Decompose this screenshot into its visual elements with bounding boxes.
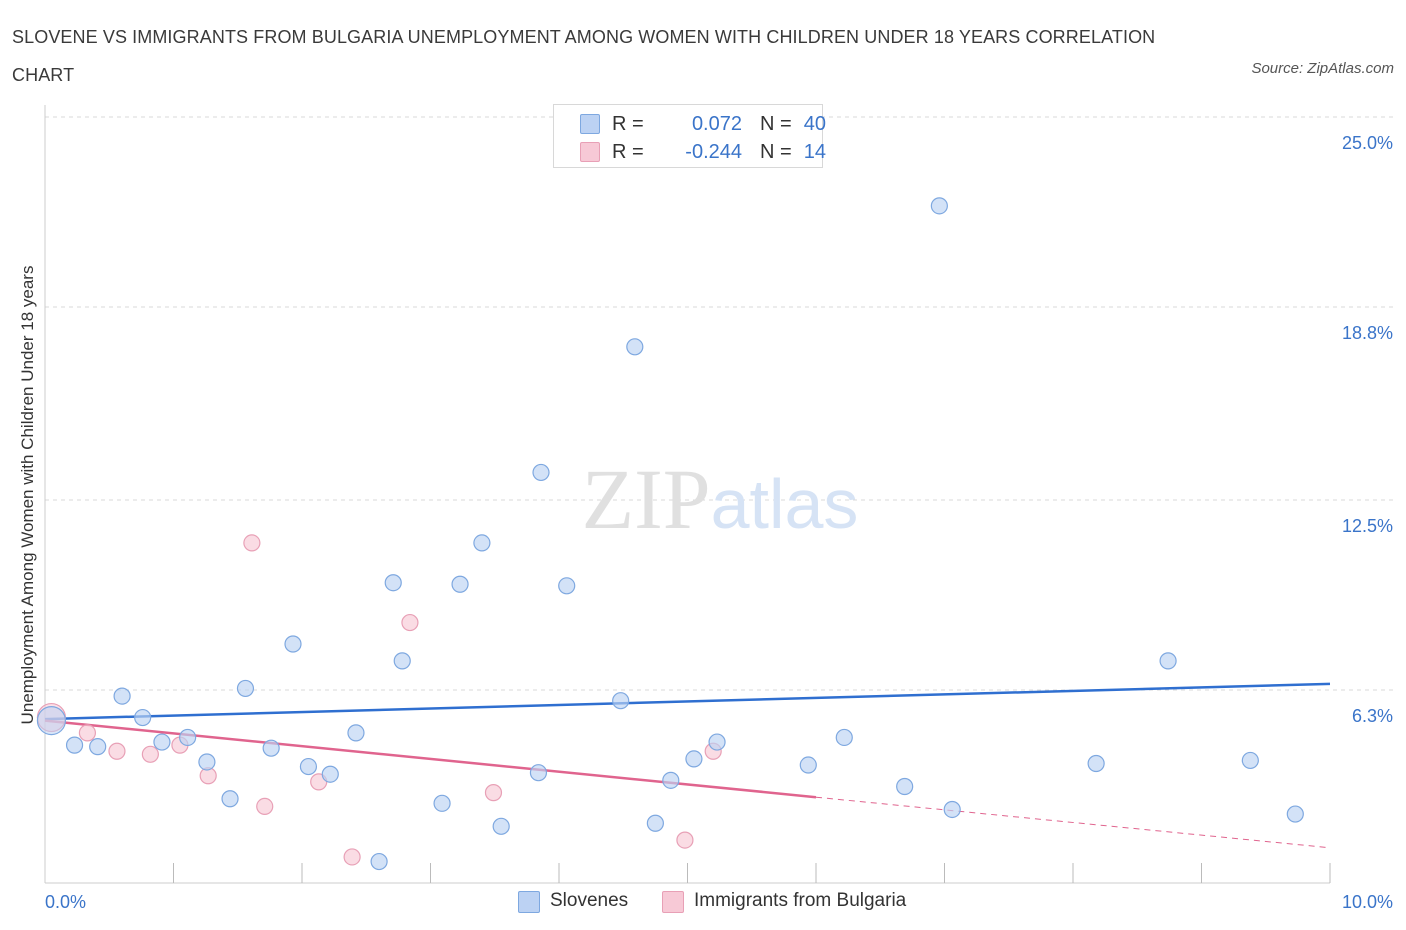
legend-swatch-blue [580,114,600,134]
point-slovenes [262,739,280,757]
y-tick-label: 25.0% [1342,133,1393,153]
point-bulgaria [676,831,694,849]
point-slovenes [529,764,548,782]
point-slovenes [896,777,914,796]
trendline-bulgaria [44,719,817,799]
chart-title: SLOVENE VS IMMIGRANTS FROM BULGARIA UNEM… [12,27,1156,85]
y-tick-label: 12.5% [1342,516,1393,536]
point-bulgaria [243,534,261,552]
point-bulgaria [108,742,126,760]
point-slovenes [473,534,491,552]
y-tick-label: 18.8% [1342,323,1393,343]
legend-r-value: 0.072 [691,113,742,135]
point-slovenes [134,708,152,727]
point-slovenes [393,652,411,670]
axes [44,105,1331,884]
point-slovenes [113,687,131,705]
point-slovenes [433,794,451,812]
point-slovenes [612,692,630,710]
legend-n-value: 40 [803,113,826,135]
point-slovenes [943,800,961,819]
legend-series-label: Immigrants from Bulgaria [694,890,907,911]
point-slovenes [1159,652,1177,670]
point-slovenes [36,706,67,736]
watermark-atlas: atlas [711,465,859,543]
point-slovenes [1241,751,1259,770]
watermark: ZIPatlas [582,451,859,547]
x-tick-label: 10.0% [1342,892,1393,912]
point-slovenes [384,574,402,592]
trendline-bulgaria-extension [815,796,1331,849]
point-slovenes [179,728,197,747]
legend-swatch-pink [662,891,684,913]
legend-n-label: N = [760,141,792,163]
point-bulgaria [256,797,274,816]
point-slovenes [451,575,469,593]
point-slovenes [492,817,510,835]
y-tick-label: 6.3% [1352,706,1393,726]
point-bulgaria [401,613,419,632]
point-slovenes [236,679,255,698]
point-slovenes [1087,754,1105,773]
legend-r-label: R = [612,113,644,135]
point-slovenes [284,635,302,653]
legend-swatch-pink [580,142,600,162]
source-label: Source: ZipAtlas.com [1251,60,1394,77]
point-slovenes [89,738,107,756]
point-slovenes [221,790,239,808]
point-slovenes [558,577,576,595]
point-slovenes [646,814,664,832]
point-slovenes [835,728,853,747]
point-slovenes [708,733,726,751]
point-bulgaria [343,848,361,866]
point-bulgaria [141,745,159,763]
point-slovenes [662,771,680,789]
point-slovenes [321,765,339,783]
legend-r-value: -0.244 [685,141,742,163]
watermark-zip: ZIP [582,451,711,547]
point-slovenes [685,750,703,768]
point-slovenes [153,733,171,751]
point-slovenes [299,757,318,776]
scatter-points [36,197,1304,871]
point-slovenes [930,197,948,215]
x-tick-label: 0.0% [45,892,86,912]
point-slovenes [347,724,365,742]
correlation-legend: R = 0.072 N = 40 R = -0.244 N = 14 [553,104,826,168]
trendline-slovenes [44,682,1331,721]
point-slovenes [370,852,388,871]
legend-series-label: Slovenes [550,890,629,911]
point-slovenes [1286,805,1304,823]
point-slovenes [65,736,84,754]
point-slovenes [626,338,644,356]
point-bulgaria [78,724,97,742]
legend-r-label: R = [612,141,644,163]
grid-lines [45,116,1395,691]
point-slovenes [198,753,216,771]
legend-n-value: 14 [803,141,826,163]
point-slovenes [799,756,817,774]
legend-n-label: N = [760,113,792,135]
tick-labels: 6.3% 12.5% 18.8% 25.0% 0.0% 10.0% [45,133,1393,912]
point-slovenes [532,463,550,482]
point-bulgaria [484,784,503,802]
trendlines [44,682,1331,849]
y-axis-label: Unemployment Among Women with Children U… [18,265,37,725]
legend-swatch-blue [518,891,540,913]
